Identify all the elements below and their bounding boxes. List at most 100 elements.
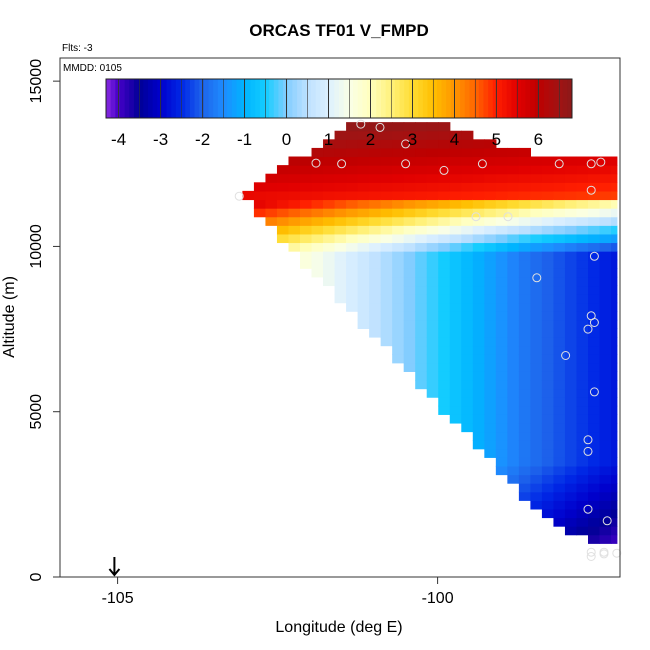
heatmap-cell — [392, 337, 405, 347]
heatmap-cell — [300, 251, 313, 261]
heatmap-cell — [611, 199, 618, 209]
heatmap-cell — [553, 491, 566, 501]
heatmap-cell — [518, 414, 531, 424]
heatmap-cell — [611, 526, 618, 536]
heatmap-cell — [369, 122, 382, 132]
heatmap-cell — [311, 251, 324, 261]
heatmap-cell — [380, 294, 393, 304]
heatmap-cell — [323, 190, 336, 201]
heatmap-cell — [564, 414, 578, 424]
heatmap-cell — [461, 165, 474, 175]
heatmap-cell — [611, 483, 618, 493]
heatmap-cell — [392, 345, 405, 355]
heatmap-cell — [541, 190, 555, 201]
heatmap-cell — [530, 199, 543, 209]
heatmap-cell — [438, 294, 451, 304]
heatmap-cell — [518, 147, 531, 158]
heatmap-cell — [426, 337, 439, 347]
heatmap-cell — [530, 328, 543, 338]
heatmap-cell — [380, 328, 393, 338]
heatmap-cell — [495, 225, 508, 235]
heatmap-cell — [507, 465, 520, 476]
heatmap-cell — [392, 294, 405, 304]
heatmap-cell — [564, 216, 578, 226]
heatmap-cell — [576, 225, 589, 235]
heatmap-cell — [369, 302, 382, 312]
heatmap-cell — [346, 251, 359, 261]
heatmap-cell — [564, 508, 578, 519]
colorbar — [105, 78, 573, 119]
heatmap-cell — [576, 328, 589, 338]
heatmap-cell — [288, 242, 301, 252]
heatmap-cell — [472, 328, 485, 338]
heatmap-cell — [403, 354, 416, 364]
heatmap-cell — [346, 294, 359, 304]
heatmap-cell — [392, 302, 405, 312]
heatmap-cell — [611, 328, 618, 338]
heatmap-cell — [346, 285, 359, 295]
heatmap-cell — [438, 397, 451, 407]
heatmap-cell — [415, 362, 428, 372]
heatmap-cell — [611, 405, 618, 415]
heatmap-cell — [588, 251, 601, 261]
colorbar-segment — [404, 79, 410, 118]
heatmap-cell — [380, 276, 393, 287]
heatmap-cell — [553, 276, 566, 287]
heatmap-cell — [484, 147, 497, 158]
heatmap-cell — [541, 474, 555, 484]
heatmap-cell — [392, 225, 405, 235]
heatmap-cell — [495, 311, 508, 321]
heatmap-cell — [484, 422, 497, 433]
heatmap-cell — [438, 199, 451, 209]
heatmap-cell — [576, 465, 589, 476]
heatmap-cell — [484, 225, 497, 235]
heatmap-cell — [426, 165, 439, 175]
heatmap-cell — [334, 190, 347, 201]
heatmap-cell — [611, 371, 618, 381]
heatmap-cell — [518, 242, 531, 252]
heatmap-cell — [611, 259, 618, 269]
heatmap-cell — [415, 173, 428, 183]
heatmap-cell — [507, 294, 520, 304]
heatmap-cell — [461, 405, 474, 415]
heatmap-cell — [495, 397, 508, 407]
colorbar-segment — [455, 79, 461, 118]
colorbar-segment — [390, 79, 396, 118]
heatmap-cell — [253, 190, 267, 201]
heatmap-cell — [392, 311, 405, 321]
heatmap-cell — [380, 165, 393, 175]
heatmap-cell — [553, 182, 566, 192]
colorbar-segment — [469, 79, 475, 118]
heatmap-cell — [495, 251, 508, 261]
heatmap-cell — [495, 328, 508, 338]
heatmap-cell — [392, 199, 405, 209]
heatmap-cell — [449, 173, 462, 183]
heatmap-cell — [403, 199, 416, 209]
heatmap-cell — [461, 388, 474, 398]
heatmap-cell — [380, 242, 393, 252]
heatmap-cell — [484, 311, 497, 321]
heatmap-cell — [495, 156, 508, 166]
heatmap-cell — [507, 208, 520, 218]
observation-marker — [586, 547, 596, 557]
heatmap-cell — [599, 345, 612, 355]
heatmap-cell — [472, 276, 485, 287]
colorbar-segment — [306, 79, 312, 118]
colorbar-tick-label: 1 — [324, 130, 333, 149]
colorbar-segment — [553, 79, 559, 118]
observation-marker — [599, 549, 609, 559]
heatmap-cell — [449, 251, 462, 261]
heatmap-cell — [380, 216, 393, 226]
heatmap-cell — [300, 225, 313, 235]
colorbar-segment — [227, 79, 233, 118]
heatmap-cell — [507, 190, 520, 201]
heatmap-cell — [449, 371, 462, 381]
heatmap-cell — [588, 465, 601, 476]
colorbar-tick-label: -2 — [195, 130, 210, 149]
colorbar-segment — [534, 79, 540, 118]
heatmap-cell — [518, 285, 531, 295]
heatmap-cell — [369, 130, 382, 140]
heatmap-cell — [599, 233, 612, 244]
heatmap-cell — [518, 397, 531, 407]
heatmap-cell — [611, 440, 618, 450]
